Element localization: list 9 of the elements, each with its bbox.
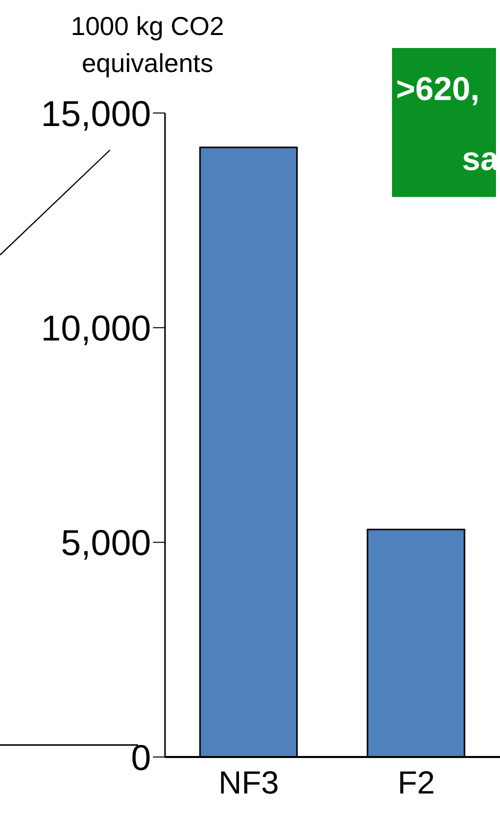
y-tick-label: 0	[130, 736, 151, 778]
annotation: sa	[462, 140, 499, 178]
y-tick-label: 10,000	[40, 307, 151, 348]
text: >620,	[396, 70, 480, 108]
y-axis-title: 1000 kg CO2 equivalents	[70, 10, 226, 80]
x-tick-label: NF3	[218, 764, 279, 801]
y-tick-label: 15,000	[40, 92, 151, 134]
x-tick-label: F2	[398, 764, 435, 801]
y-tick-label: 5,000	[60, 522, 151, 564]
